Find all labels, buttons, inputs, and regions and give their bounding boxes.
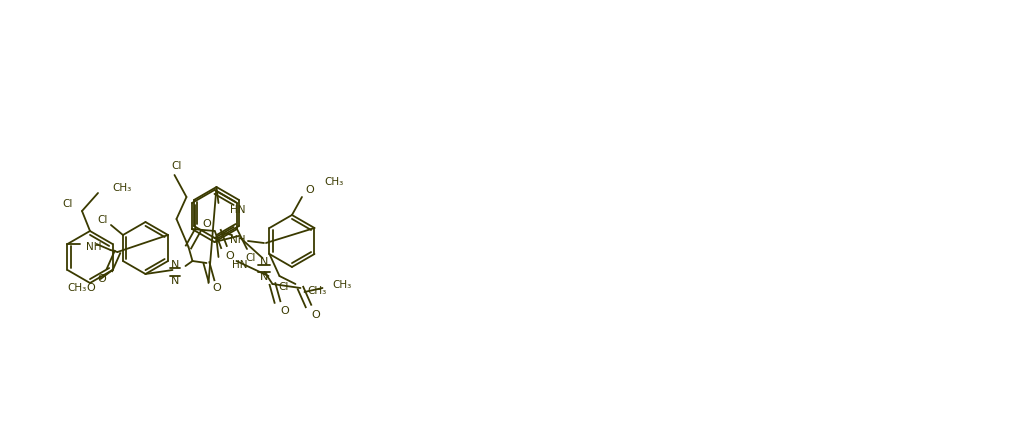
Text: O: O <box>306 184 314 194</box>
Text: Cl: Cl <box>63 199 73 209</box>
Text: Cl: Cl <box>245 252 257 262</box>
Text: O: O <box>86 283 95 292</box>
Text: Cl: Cl <box>98 215 108 224</box>
Text: N: N <box>172 259 180 269</box>
Text: Cl: Cl <box>279 281 289 291</box>
Text: N: N <box>261 271 269 281</box>
Text: HN: HN <box>230 205 246 215</box>
Text: O: O <box>280 305 289 315</box>
Text: CH₃: CH₃ <box>67 283 86 292</box>
Text: O: O <box>311 309 320 319</box>
Text: N: N <box>172 275 180 286</box>
Text: O: O <box>225 250 234 261</box>
Text: CH₃: CH₃ <box>324 177 343 187</box>
Text: CH₃: CH₃ <box>332 280 351 289</box>
Text: O: O <box>212 283 221 292</box>
Text: HN: HN <box>232 259 248 269</box>
Text: N: N <box>261 256 269 266</box>
Text: NH: NH <box>87 241 102 252</box>
Text: CH₃: CH₃ <box>307 286 326 295</box>
Text: NH: NH <box>230 234 245 244</box>
Text: O: O <box>202 218 211 228</box>
Text: Cl: Cl <box>172 161 182 171</box>
Text: O: O <box>97 273 106 283</box>
Text: CH₃: CH₃ <box>112 183 131 193</box>
